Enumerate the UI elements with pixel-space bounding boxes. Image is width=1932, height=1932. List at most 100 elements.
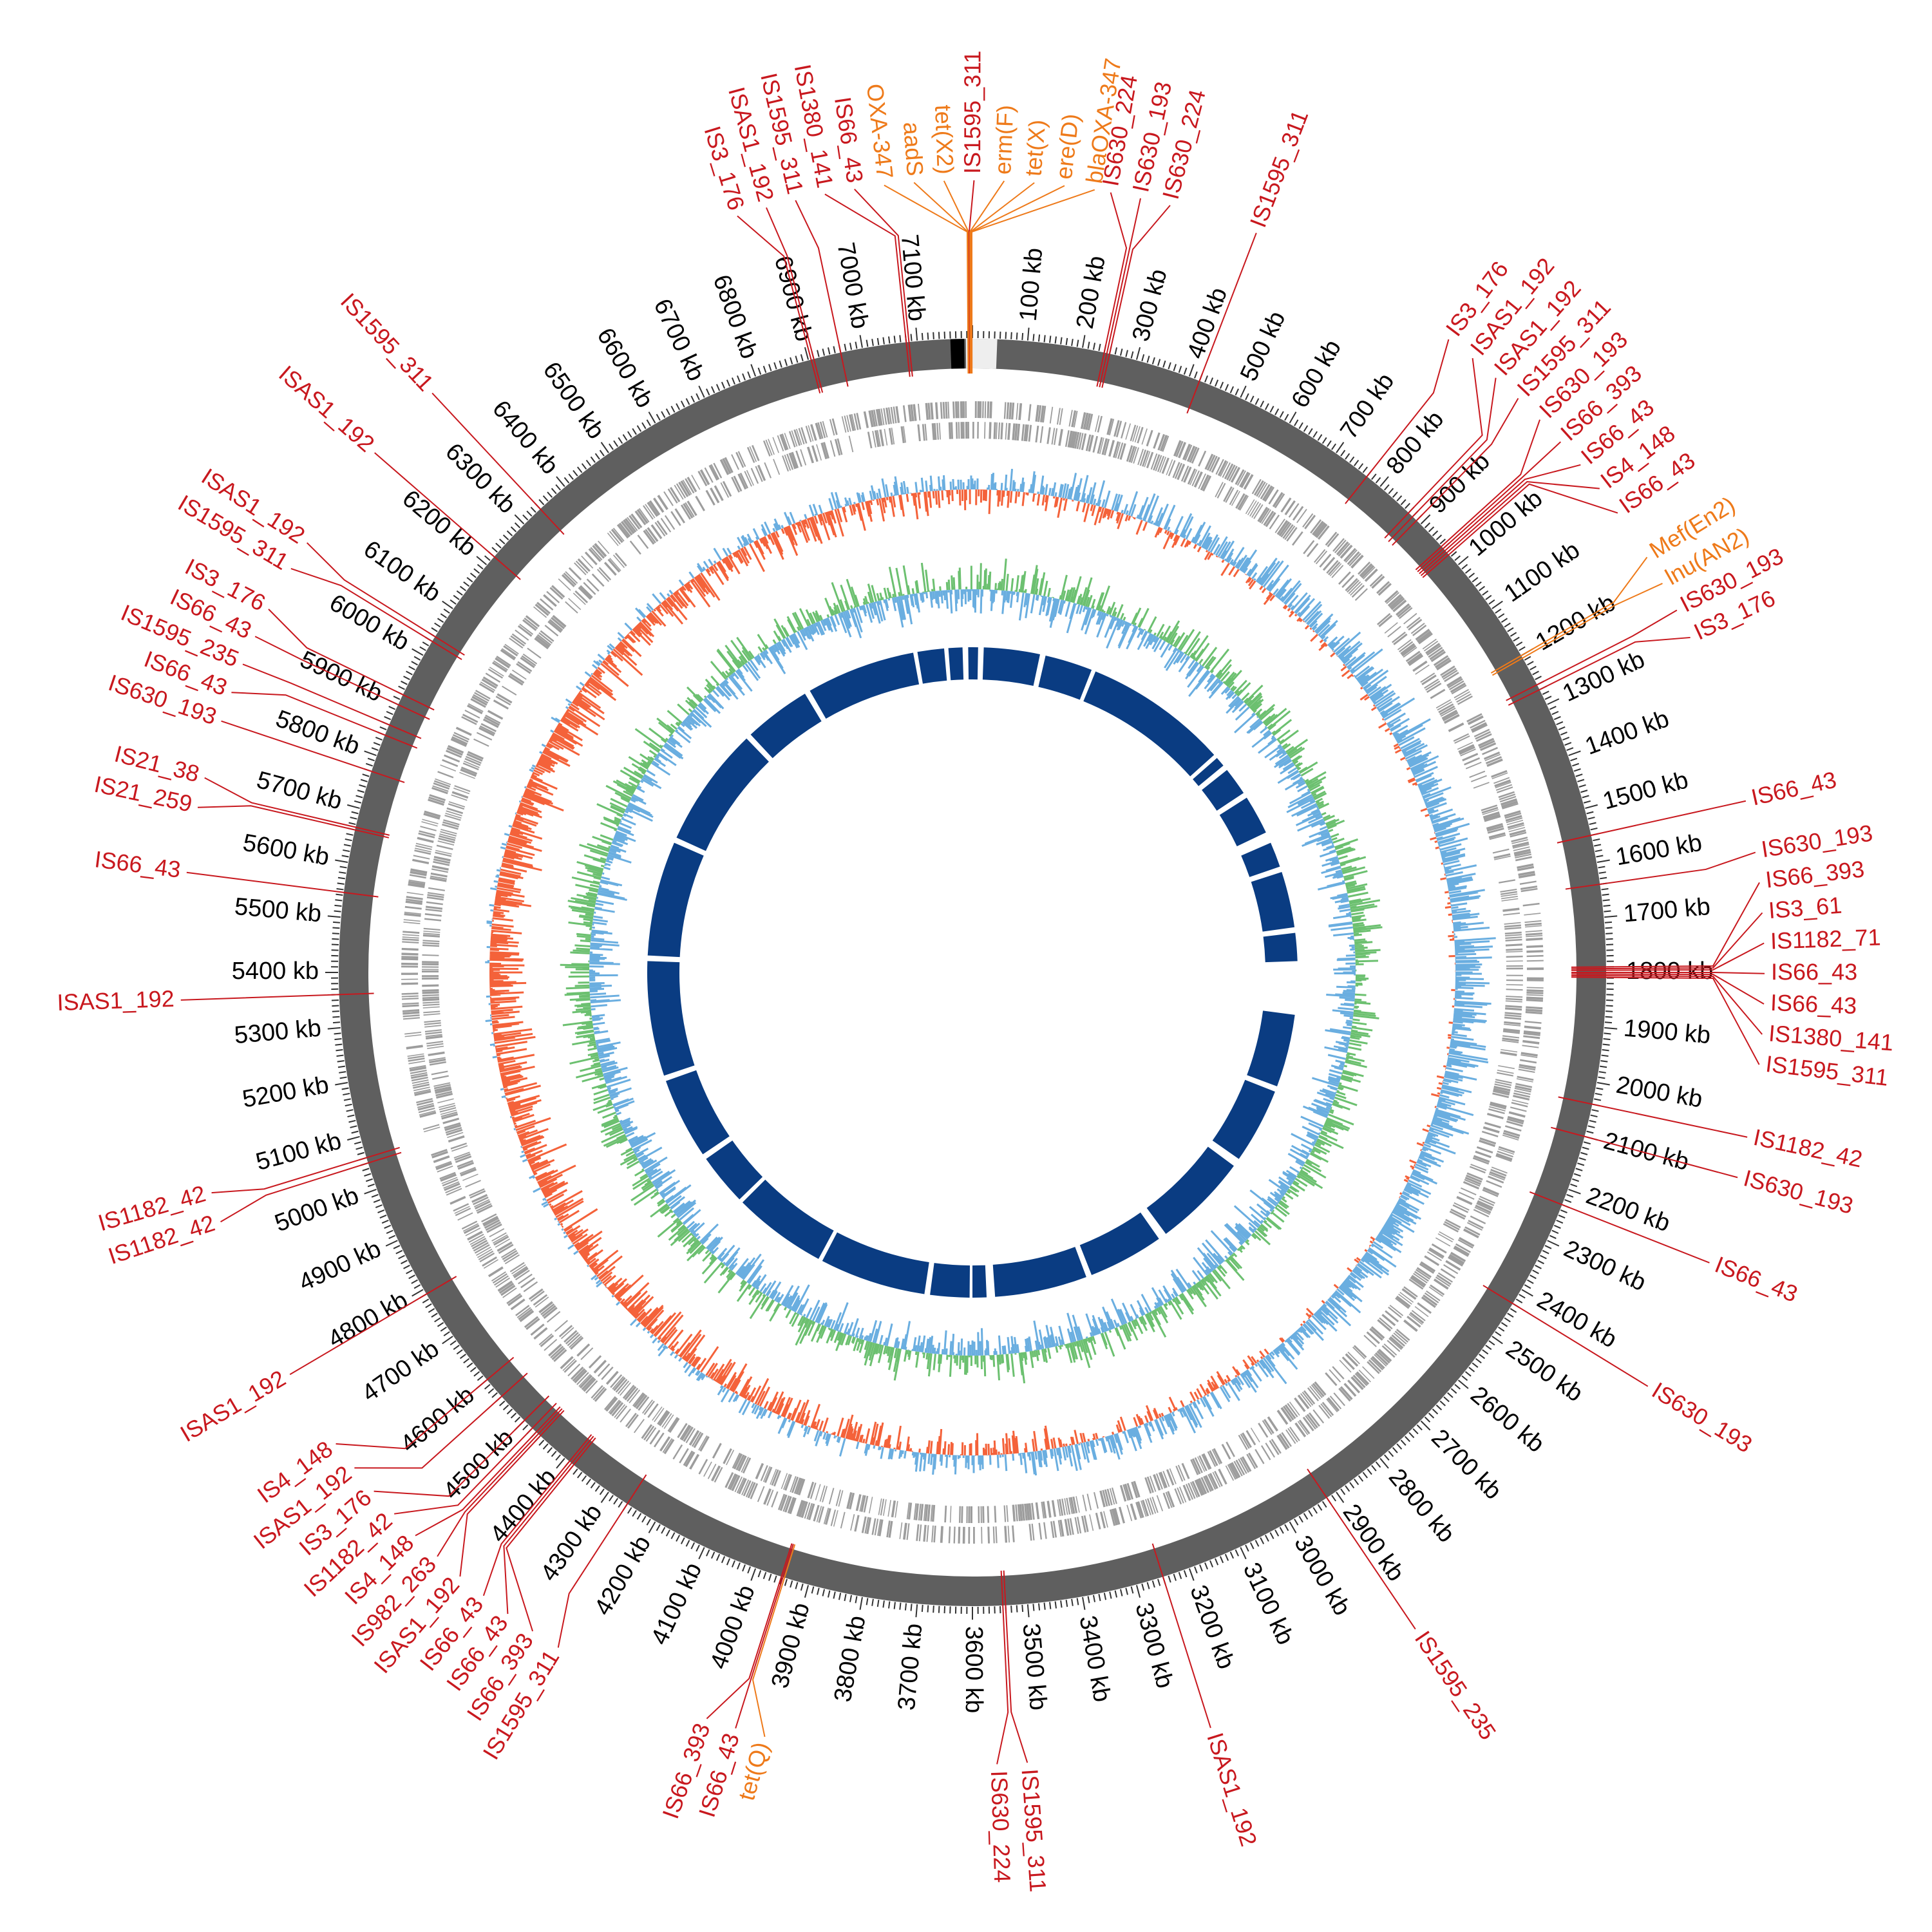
inner-block [1083,671,1215,777]
origin-marker-light [972,339,998,369]
is-element-label: IS1595_311 [959,50,985,174]
annotation-leader [503,1435,594,1615]
resistance-gene-label: tet(X) [1020,118,1051,177]
annotation-leader [459,1410,565,1577]
is-element-label: ISAS1_192 [57,985,175,1016]
annotation-leader [1557,800,1747,844]
annotation-leader [1571,973,1765,1005]
inner-block [1202,770,1244,811]
inner-block [1219,797,1266,847]
tick-label: 6900 kb [769,253,818,344]
tick-label: 5000 kb [271,1182,362,1238]
annotation-leader [242,663,422,739]
annotation-leader [1422,483,1618,578]
annotation-leader [1558,1096,1748,1138]
annotation-leader [1482,1285,1649,1387]
annotation-leader [854,189,913,377]
tick-label: 1300 kb [1558,646,1649,707]
annotation-leader [557,1474,647,1648]
annotation-leader [1417,441,1562,573]
inner-block [930,1263,971,1298]
inner-block [948,647,964,681]
inner-block [1193,758,1224,786]
is-element-label: IS1595_311 [336,288,439,396]
annotation-leader [735,1544,794,1729]
is-element-label: IS1595_311 [1765,1050,1890,1091]
annotation-leader [180,992,374,1001]
annotation-leader [1003,1570,1028,1763]
annotation-leader [431,392,565,535]
annotation-leader [211,1146,400,1194]
cds-forward-strand [401,401,1544,1544]
annotation-leader [1551,1126,1738,1179]
inner-block [647,842,704,958]
annotation-leader [737,215,821,393]
annotation-leader [197,805,390,838]
annotation-leader [1419,464,1581,574]
tick-label: 6400 kb [487,395,564,480]
inner-block [1247,1010,1295,1086]
annotation-leader [437,1408,563,1557]
tick-label: 700 kb [1335,368,1399,444]
is-element-label: IS1595_311 [1244,106,1313,231]
is-element-label: IS66_43 [1770,989,1857,1019]
inner-block [1038,655,1092,700]
resistance-gene-label: ere(D) [1050,112,1084,180]
annotation-leader [1571,976,1760,1065]
is-element-label: IS630_193 [1741,1164,1856,1219]
annotation-leader [204,777,390,836]
tick-label: 200 kb [1072,254,1111,331]
tick-label: 3300 kb [1130,1600,1179,1690]
inner-block [676,738,769,851]
gc-skew-negative [589,589,1356,1356]
tick-label: 7000 kb [832,240,874,330]
gc-skew-positive [560,558,1383,1384]
annotation-leader [290,568,462,660]
tick-label: 1800 kb [1626,958,1713,985]
tick-label: 5300 kb [233,1015,322,1050]
tick-label: 4300 kb [535,1499,607,1586]
annotation-leader [1571,942,1765,971]
tick-label: 5400 kb [232,958,319,985]
annotation-leader [415,1406,561,1537]
annotation-leader [1099,198,1141,388]
annotation-leader [254,636,430,720]
inner-block [1146,1146,1234,1234]
tick-label: 800 kb [1381,406,1450,479]
annotation-leader [1571,974,1763,1035]
is-element-label: IS3_61 [1768,892,1843,923]
annotation-leader [374,1395,550,1497]
tick-label: 3700 kb [893,1622,928,1711]
cds-reverse-strand [422,422,1523,1523]
is-element-label: IS66_43 [1771,958,1857,985]
tick-label: 2500 kb [1501,1335,1588,1407]
annotation-leader [824,193,911,377]
tick-label: 6200 kb [397,485,482,562]
inner-block [810,652,920,719]
tick-label: 3200 kb [1184,1582,1240,1672]
annotation-leader [1307,1468,1416,1630]
origin-marker-black [950,339,965,369]
is-element-label: IS66_393 [1764,855,1866,893]
tick-label: 2800 kb [1383,1464,1460,1548]
tick-label: 2100 kb [1600,1128,1691,1177]
tick-label: 2900 kb [1338,1499,1410,1586]
annotation-leader [1345,339,1450,504]
inner-block [972,1265,987,1298]
tick-label: 5500 kb [233,893,322,928]
annotation-leader [1571,912,1763,970]
tick-label: 1700 kb [1622,893,1711,928]
tick-label: 4700 kb [357,1335,444,1407]
is-element-label: IS1182_71 [1770,923,1881,954]
tick-label: 5700 kb [254,766,345,815]
tick-label: 1100 kb [1499,536,1585,607]
is-element-label: ISAS1_192 [274,360,379,457]
annotation-leader [1415,419,1540,571]
inner-block [992,1247,1086,1297]
annotation-leader [1571,972,1765,974]
annotation-leader [1392,398,1519,546]
inner-block [1079,1212,1159,1275]
tick-label: 3400 kb [1074,1614,1116,1704]
